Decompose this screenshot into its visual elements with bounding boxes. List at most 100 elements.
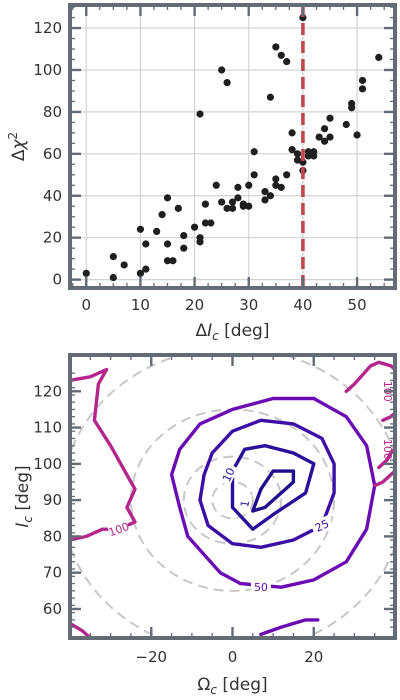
data-point bbox=[82, 269, 90, 277]
x-axis-label: Ωc [deg] bbox=[197, 675, 267, 697]
data-point bbox=[277, 51, 285, 59]
x-tick-label: −20 bbox=[135, 648, 167, 666]
y-tick-label: 100 bbox=[33, 61, 62, 79]
scatter-panel: 0 10 20 30 40 50 0 20 40 60 80 100 120 ΔIc [deg] Δχ2 bbox=[6, 3, 397, 343]
data-point bbox=[299, 13, 307, 22]
y-tick-label: 20 bbox=[43, 229, 62, 247]
y-axis-label: Δχ2 bbox=[6, 132, 29, 161]
contour-label-bg bbox=[236, 492, 253, 515]
x-tick-label: 20 bbox=[185, 296, 204, 314]
data-point bbox=[109, 273, 117, 282]
data-point bbox=[239, 202, 247, 210]
y-tick-label: 80 bbox=[43, 103, 62, 121]
data-point bbox=[261, 196, 269, 204]
guide-circle bbox=[211, 480, 254, 520]
x-tick-label: 0 bbox=[81, 296, 91, 314]
data-point bbox=[163, 257, 172, 265]
contour-label: 100 bbox=[381, 439, 394, 460]
data-point bbox=[212, 181, 220, 189]
data-point bbox=[223, 78, 231, 87]
contour-line-100 bbox=[70, 367, 137, 542]
data-point bbox=[315, 133, 323, 141]
y-axis-label: Ic [deg] bbox=[13, 465, 35, 527]
data-point bbox=[153, 227, 161, 235]
x-tick-label: 40 bbox=[293, 296, 312, 314]
y-tick-label: 120 bbox=[33, 382, 62, 400]
data-point bbox=[320, 125, 329, 133]
y-tick-label: 90 bbox=[43, 491, 62, 509]
data-point bbox=[326, 114, 334, 122]
data-point bbox=[250, 171, 258, 179]
data-point bbox=[174, 204, 182, 212]
contour-line-1 bbox=[251, 469, 296, 513]
contour-line-10 bbox=[230, 444, 316, 531]
data-point bbox=[245, 181, 253, 189]
data-point bbox=[342, 120, 350, 129]
contour-label: 10 bbox=[220, 466, 238, 484]
plot-area bbox=[70, 5, 395, 288]
contour-label: 25 bbox=[313, 517, 331, 535]
data-point bbox=[320, 137, 329, 145]
contour-label-bg bbox=[309, 514, 334, 536]
contour-label-bg bbox=[217, 462, 239, 487]
data-point bbox=[109, 252, 117, 261]
x-tick-label: 10 bbox=[131, 296, 150, 314]
contour-label-bg bbox=[106, 519, 131, 539]
contour-label: 1 bbox=[238, 499, 252, 508]
data-point bbox=[358, 76, 367, 85]
y-tick-label: 60 bbox=[43, 145, 62, 163]
data-point bbox=[120, 261, 128, 269]
data-point bbox=[136, 269, 145, 277]
data-point bbox=[223, 204, 231, 212]
y-tick-label: 60 bbox=[43, 600, 62, 618]
data-point bbox=[234, 194, 242, 202]
data-point bbox=[261, 187, 269, 196]
data-point bbox=[283, 58, 291, 66]
data-point bbox=[163, 194, 172, 202]
data-point bbox=[272, 175, 280, 183]
data-point bbox=[228, 198, 237, 206]
data-point bbox=[201, 200, 210, 208]
data-point bbox=[353, 131, 361, 139]
data-point bbox=[358, 85, 367, 93]
data-point bbox=[228, 204, 237, 212]
data-point bbox=[163, 240, 172, 248]
data-point bbox=[299, 158, 307, 166]
y-tick-label: 0 bbox=[52, 271, 62, 289]
data-point bbox=[266, 93, 275, 101]
data-point bbox=[310, 148, 318, 156]
data-point bbox=[207, 219, 215, 227]
data-point bbox=[348, 104, 356, 112]
contour-line-100 bbox=[70, 621, 92, 638]
data-point bbox=[272, 43, 280, 51]
data-point bbox=[190, 223, 199, 231]
data-point bbox=[158, 211, 166, 219]
contour-label-bg bbox=[250, 580, 271, 594]
data-point bbox=[266, 192, 275, 200]
data-point bbox=[304, 152, 312, 160]
data-point bbox=[196, 110, 204, 118]
contour-line-50 bbox=[169, 396, 377, 589]
axes-frame bbox=[68, 353, 397, 640]
y-tick-label: 110 bbox=[33, 419, 62, 437]
axes-frame bbox=[68, 3, 397, 290]
y-tick-label: 120 bbox=[33, 19, 62, 37]
data-point bbox=[180, 231, 188, 240]
data-point bbox=[234, 183, 242, 191]
data-point bbox=[169, 257, 177, 265]
y-tick-label: 100 bbox=[33, 455, 62, 473]
contour-line-100 bbox=[377, 447, 395, 470]
data-point bbox=[201, 219, 210, 227]
x-tick-label: 0 bbox=[228, 648, 238, 666]
x-tick-label: 30 bbox=[239, 296, 258, 314]
data-point bbox=[142, 240, 150, 248]
x-tick-label: 50 bbox=[348, 296, 367, 314]
data-point bbox=[250, 148, 258, 156]
contour-line-50 bbox=[259, 618, 320, 637]
data-point bbox=[180, 244, 188, 252]
contour-line-25 bbox=[198, 418, 336, 549]
data-point bbox=[136, 225, 145, 233]
y-tick-label: 40 bbox=[43, 187, 62, 205]
